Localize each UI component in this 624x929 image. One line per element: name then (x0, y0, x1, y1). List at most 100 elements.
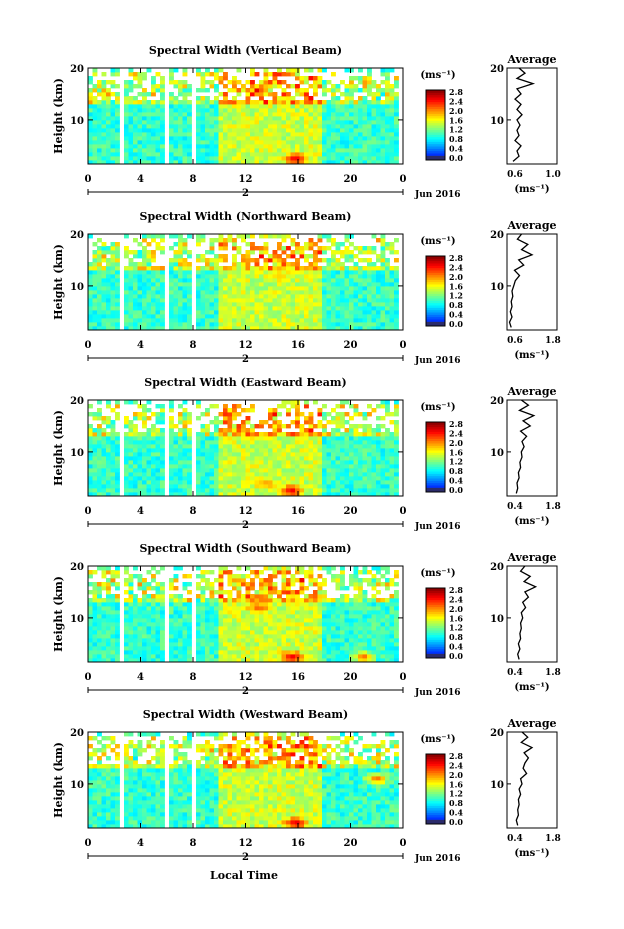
heatmap-cell (169, 416, 174, 421)
heatmap-cell (331, 156, 336, 161)
heatmap-cell (335, 112, 341, 117)
heatmap-cell (115, 322, 120, 327)
heatmap-cell (133, 152, 138, 157)
colorbar-swatch (426, 99, 445, 103)
heatmap-cell (124, 618, 129, 623)
heatmap-cell (209, 452, 215, 457)
heatmap-cell (304, 460, 309, 465)
heatmap-cell (281, 452, 287, 457)
heatmap-cell (155, 460, 161, 465)
heatmap-cell (376, 140, 381, 145)
heatmap-cell (97, 590, 102, 595)
heatmap-cell (385, 270, 390, 275)
heatmap-cell (394, 140, 399, 145)
heatmap-cell (268, 416, 273, 421)
heatmap-cell (115, 140, 120, 145)
heatmap-cell (353, 76, 359, 81)
heatmap-cell (178, 140, 183, 145)
colorbar-swatch (426, 422, 445, 425)
heatmap-cell (353, 456, 359, 461)
heatmap-cell (304, 468, 309, 473)
heatmap-cell (155, 448, 161, 453)
colorbar-swatch (426, 319, 445, 322)
heatmap-cell (173, 156, 179, 161)
colorbar-swatch (426, 139, 445, 142)
heatmap-cell (227, 606, 233, 611)
heatmap-cell (245, 452, 251, 457)
heatmap-cell (263, 120, 269, 125)
heatmap-cell (205, 282, 210, 287)
heatmap-cell (146, 140, 152, 145)
heatmap-cell (241, 298, 246, 303)
heatmap-cell (286, 144, 291, 149)
heatmap-cell (218, 578, 224, 583)
heatmap-cell (313, 306, 318, 311)
heatmap-cell (227, 116, 233, 121)
heatmap-cell (385, 464, 390, 469)
heatmap-cell (133, 318, 138, 323)
heatmap-cell (169, 108, 174, 113)
heatmap-cell (214, 448, 219, 453)
heatmap-cell (376, 302, 381, 307)
heatmap-cell (313, 436, 318, 441)
heatmap-cell (97, 326, 102, 331)
heatmap-cell (151, 294, 156, 299)
heatmap-cell (394, 488, 399, 493)
heatmap-cell (88, 412, 93, 417)
heatmap-cell (214, 238, 219, 243)
heatmap-cell (187, 124, 192, 129)
heatmap-cell (182, 246, 188, 251)
heatmap-cell (223, 590, 228, 595)
heatmap-cell (173, 594, 179, 599)
heatmap-cell (353, 460, 359, 465)
day-marker: 2 (242, 520, 249, 531)
heatmap-cell (151, 448, 156, 453)
heatmap-cell (394, 476, 399, 481)
heatmap-cell (380, 116, 386, 121)
heatmap-cell (277, 156, 282, 161)
heatmap-cell (209, 148, 215, 153)
heatmap-cell (124, 302, 129, 307)
heatmap-cell (358, 68, 363, 73)
heatmap-cell (389, 314, 395, 319)
heatmap-cell (97, 108, 102, 113)
heatmap-cell (218, 492, 224, 497)
heatmap-cell (182, 124, 188, 129)
heatmap-cell (367, 488, 372, 493)
heatmap-cell (128, 480, 134, 485)
heatmap-cell (259, 120, 264, 125)
heatmap-cell (133, 112, 138, 117)
heatmap-cell (124, 128, 129, 133)
heatmap-cell (367, 412, 372, 417)
heatmap-cell (200, 578, 206, 583)
heatmap-cell (349, 484, 354, 489)
heatmap-cell (371, 322, 377, 327)
heatmap-cell (169, 128, 174, 133)
heatmap-cell (250, 314, 255, 319)
heatmap-cell (110, 468, 116, 473)
heatmap-cell (236, 112, 242, 117)
heatmap-cell (205, 112, 210, 117)
heatmap-cell (268, 408, 273, 413)
heatmap-cell (380, 488, 386, 493)
heatmap-cell (236, 282, 242, 287)
colorbar-swatch (426, 90, 445, 93)
heatmap-cell (187, 88, 192, 93)
heatmap-cell (371, 120, 377, 125)
heatmap-cell (371, 448, 377, 453)
heatmap-cell (218, 290, 224, 295)
heatmap-cell (110, 242, 116, 247)
heatmap-cell (196, 298, 201, 303)
heatmap-cell (187, 262, 192, 267)
heatmap-cell (232, 476, 237, 481)
heatmap-cell (214, 152, 219, 157)
colorbar-frame (425, 89, 446, 161)
heatmap-cell (200, 440, 206, 445)
heatmap-cell (353, 404, 359, 409)
heatmap-cell (110, 68, 116, 73)
heatmap-cell (169, 156, 174, 161)
heatmap-cell (110, 456, 116, 461)
heatmap-cell (326, 468, 332, 473)
heatmap-cell (277, 128, 282, 133)
heatmap-cell (322, 310, 327, 315)
